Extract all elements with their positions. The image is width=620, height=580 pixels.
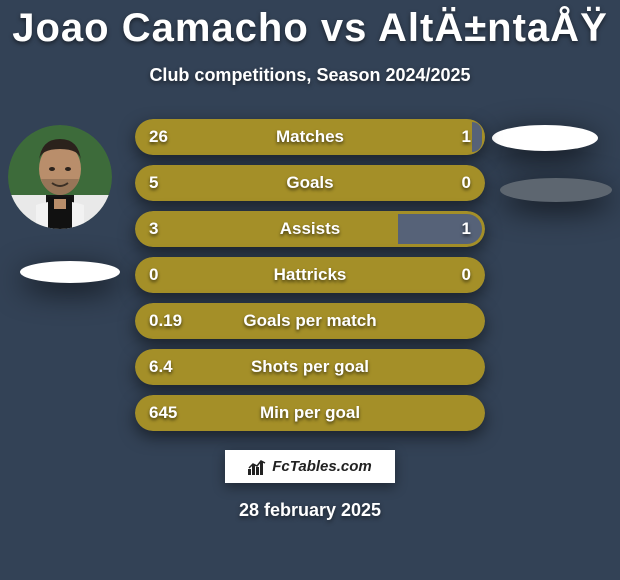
club-logo-right-1: [492, 125, 598, 151]
stat-bar-assists: Assists3 1: [135, 211, 485, 247]
bar-left-value: 6.4: [149, 349, 173, 385]
bar-right-value: 1: [462, 211, 471, 247]
bar-right-value: 0: [462, 257, 471, 293]
stat-bar-hattricks: Hattricks0 0: [135, 257, 485, 293]
stat-bar-goals: Goals5 0: [135, 165, 485, 201]
bar-stat-label: Matches: [135, 119, 485, 155]
branding-badge: FcTables.com: [225, 450, 395, 483]
branding-chart-icon: [248, 459, 268, 475]
branding-text: FcTables.com: [272, 458, 371, 475]
bar-stat-label: Goals: [135, 165, 485, 201]
bar-left-value: 0.19: [149, 303, 182, 339]
stat-bar-matches: Matches26 1: [135, 119, 485, 155]
bar-stat-label: Min per goal: [135, 395, 485, 431]
bar-stat-label: Hattricks: [135, 257, 485, 293]
bar-stat-label: Assists: [135, 211, 485, 247]
player-avatar-left: [8, 125, 112, 229]
bar-right-value: 1: [462, 119, 471, 155]
bar-stat-label: Goals per match: [135, 303, 485, 339]
bar-stat-label: Shots per goal: [135, 349, 485, 385]
bar-left-value: 3: [149, 211, 158, 247]
club-logo-right-2: [500, 178, 612, 202]
stat-bar-goals-per-match: Goals per match0.19: [135, 303, 485, 339]
bar-left-value: 645: [149, 395, 177, 431]
stat-bar-min-per-goal: Min per goal645: [135, 395, 485, 431]
club-logo-left: [20, 261, 120, 283]
date-label: 28 february 2025: [0, 500, 620, 521]
stat-bar-shots-per-goal: Shots per goal6.4: [135, 349, 485, 385]
page-title: Joao Camacho vs AltÄ±ntaÅŸ: [0, 0, 620, 51]
bar-left-value: 0: [149, 257, 158, 293]
bar-right-value: 0: [462, 165, 471, 201]
avatar-placeholder-icon: [8, 125, 112, 229]
subtitle: Club competitions, Season 2024/2025: [0, 65, 620, 86]
bar-left-value: 26: [149, 119, 168, 155]
stats-bars: Matches261Goals50Assists31Hattricks00Goa…: [135, 119, 485, 441]
bar-left-value: 5: [149, 165, 158, 201]
